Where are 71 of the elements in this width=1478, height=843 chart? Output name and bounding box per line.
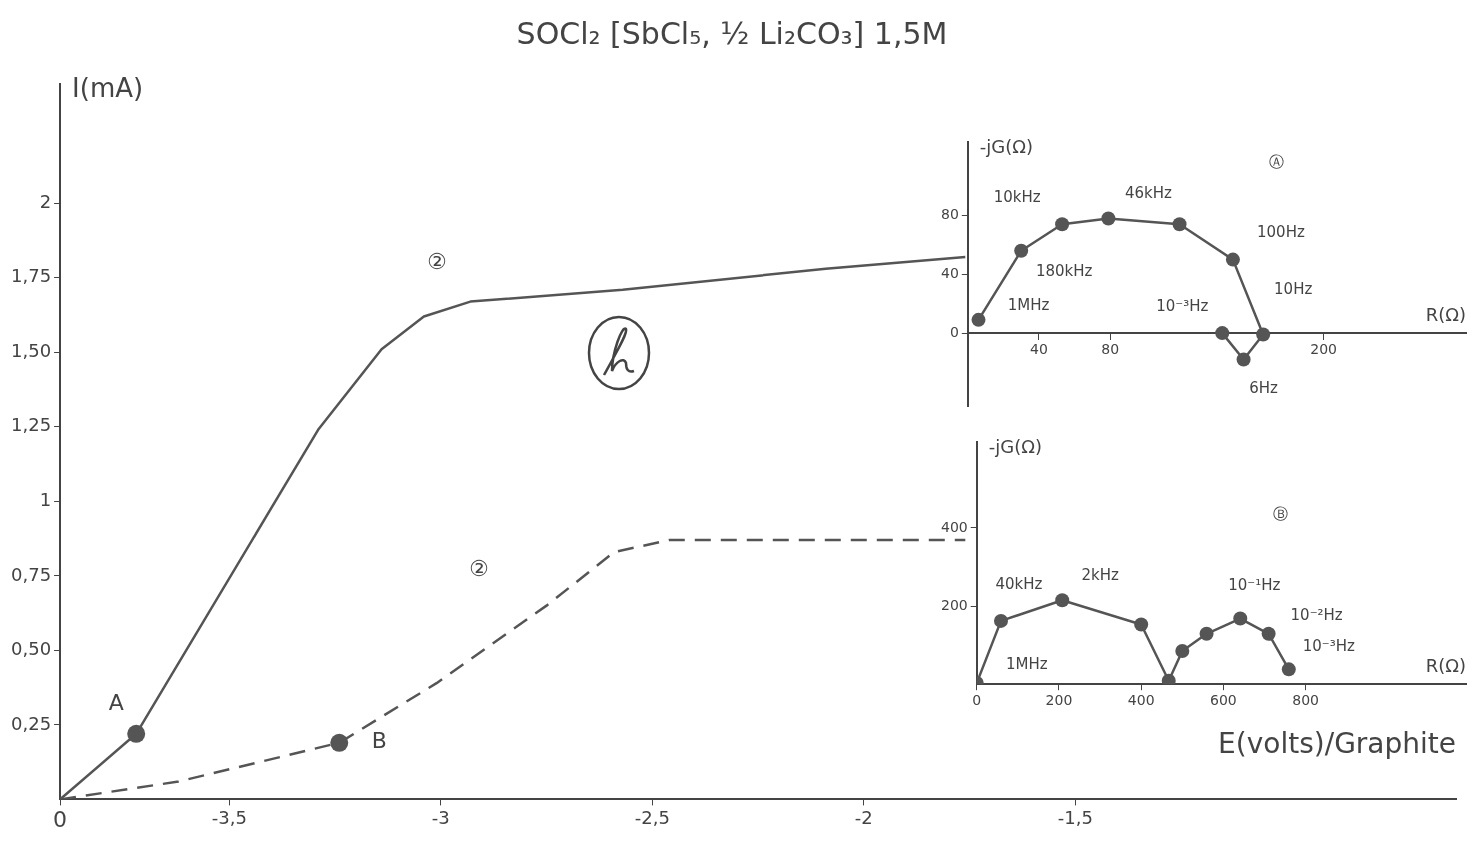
x-tick-label: 400: [1127, 692, 1155, 709]
annotation: 1MHz: [1005, 654, 1048, 673]
y-tick-label: 0,75: [11, 563, 52, 585]
x-axis-title: R(Ω): [1425, 303, 1466, 325]
x-tick-label: -2: [854, 806, 873, 828]
annotation: 1MHz: [1007, 295, 1050, 314]
point: [1172, 217, 1187, 232]
y-tick-label: 200: [940, 596, 968, 613]
annotation: Ⓑ: [1272, 504, 1288, 523]
annotation: 6Hz: [1249, 379, 1279, 398]
x-tick-label: -1,5: [1057, 806, 1093, 828]
y-tick-label: 1,50: [11, 339, 52, 361]
y-tick-label: 1: [39, 488, 52, 510]
annotation: Ⓐ: [1269, 153, 1285, 172]
y-axis-title: I(mA): [72, 72, 144, 103]
x-tick-label: 200: [1045, 692, 1073, 709]
annotation: 10kHz: [993, 188, 1041, 207]
point: [1215, 326, 1230, 341]
point: [971, 312, 986, 327]
x-tick-label: 200: [1310, 341, 1338, 358]
y-tick-label: 2: [39, 190, 52, 212]
annotation: 46kHz: [1124, 184, 1172, 203]
x-tick-label: 600: [1210, 692, 1237, 709]
x-tick-label: -3: [431, 806, 450, 828]
point: [1134, 617, 1149, 632]
point: [1161, 673, 1176, 685]
annotation: 10⁻³Hz: [1156, 296, 1209, 315]
x-tick-label: 800: [1292, 692, 1320, 709]
y-tick-label: 1,75: [11, 265, 52, 287]
y-tick-label: 80: [940, 206, 959, 223]
annotation: 10Hz: [1274, 280, 1313, 299]
x-axis-title: R(Ω): [1425, 654, 1466, 676]
y-axis-title: -jG(Ω): [988, 435, 1042, 457]
annotation: 10⁻³Hz: [1302, 637, 1355, 656]
annotation: A: [108, 689, 124, 715]
x-tick-label: -3,5: [211, 806, 247, 828]
x-tick-label: 40: [1030, 341, 1048, 358]
point: [1014, 243, 1029, 258]
y-tick-label: 0: [949, 323, 959, 340]
y-tick-label: 40: [940, 264, 959, 281]
point: [1256, 327, 1271, 342]
annotation: 100Hz: [1257, 223, 1305, 242]
annotation: ②: [427, 248, 447, 274]
annotation: 180kHz: [1035, 261, 1093, 280]
x-axis-title: E(volts)/Graphite: [1218, 726, 1456, 760]
y-axis-title: -jG(Ω): [979, 135, 1034, 157]
chart-title: SOCl₂ [SbCl₅, ½ Li₂CO₃] 1,5M: [516, 15, 948, 51]
point: [1055, 593, 1070, 608]
x-tick-label: 0: [972, 692, 982, 709]
y-tick-label: 1,25: [11, 414, 52, 436]
point: [1199, 626, 1214, 641]
point: [1101, 211, 1116, 226]
point: [1233, 611, 1248, 626]
x-tick-label: 80: [1101, 341, 1120, 358]
point: [1261, 626, 1276, 641]
annotation: 2kHz: [1081, 566, 1120, 585]
point: [1225, 252, 1240, 267]
x-tick-label: -2,5: [634, 806, 670, 828]
annotation: 10⁻¹Hz: [1228, 576, 1281, 595]
point: [1175, 644, 1190, 658]
point: [993, 613, 1008, 628]
y-tick-label: 0,25: [11, 712, 52, 734]
annotation: ②: [468, 556, 489, 582]
annotation: 10⁻²Hz: [1290, 605, 1343, 624]
y-tick-label: 400: [940, 518, 968, 535]
point: [1055, 217, 1070, 232]
annotation: B: [371, 728, 387, 754]
point: [1236, 352, 1251, 367]
annotation: 40kHz: [995, 574, 1043, 593]
y-tick-label: 0,50: [11, 638, 52, 660]
point: [1281, 662, 1296, 677]
